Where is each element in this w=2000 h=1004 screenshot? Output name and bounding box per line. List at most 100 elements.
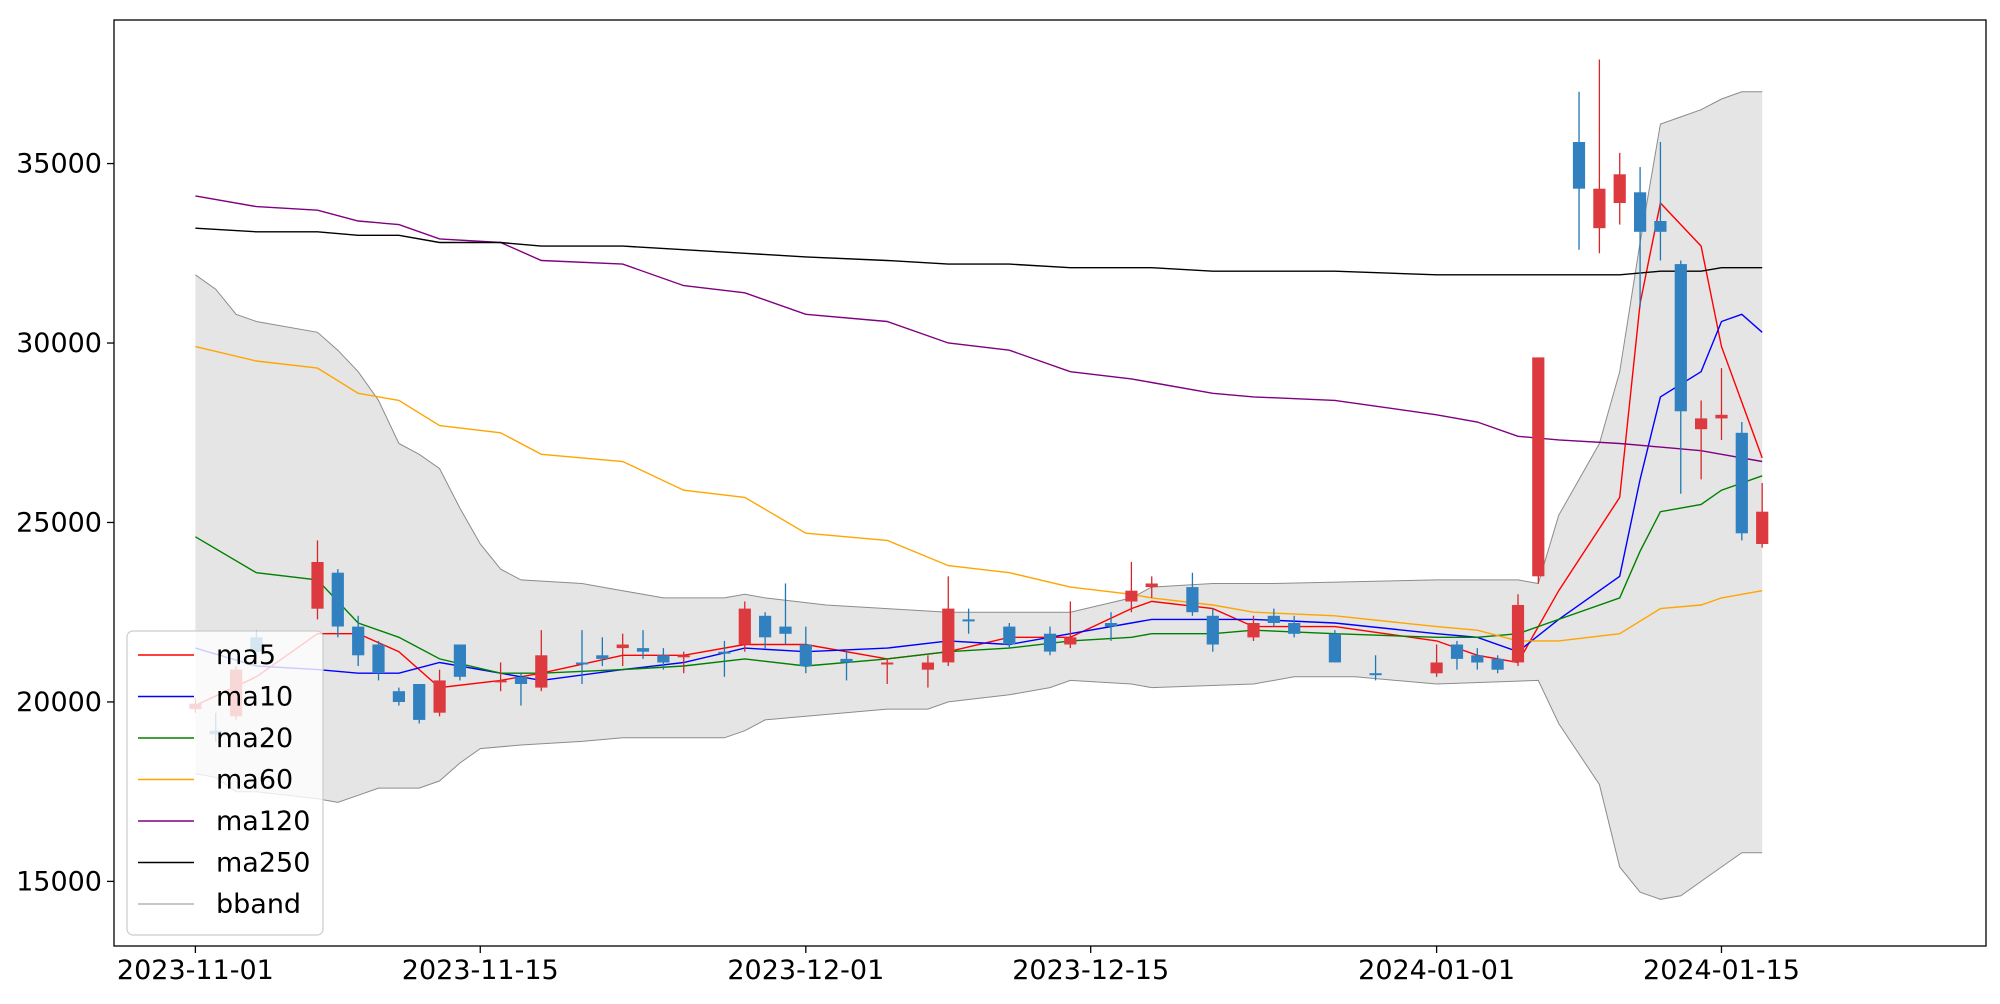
candle-body	[514, 676, 528, 684]
candle-body	[718, 651, 731, 654]
series-line-ma60	[195, 345, 1763, 642]
candle	[514, 673, 528, 706]
candle-body	[413, 684, 426, 720]
legend-label-ma5: ma5	[216, 640, 276, 671]
legend-label-ma60: ma60	[216, 765, 293, 796]
legend-box	[126, 630, 324, 936]
candle	[1267, 608, 1280, 627]
candle	[1613, 152, 1626, 225]
candle-body	[1634, 192, 1647, 232]
candle	[1003, 622, 1016, 649]
series-line-ma250	[195, 227, 1763, 276]
candle-body	[1491, 658, 1504, 670]
candle-body	[1043, 633, 1057, 652]
x-tick-label: 2023-12-01	[727, 955, 884, 986]
candle-body	[372, 644, 385, 674]
candle-body	[352, 626, 365, 656]
bollinger-band-layer	[195, 91, 1763, 900]
y-tick-label: 35000	[16, 149, 102, 180]
legend-label-ma10: ma10	[216, 682, 293, 713]
candle-body	[1247, 623, 1260, 638]
candle-body	[1206, 615, 1219, 645]
candle	[677, 651, 690, 674]
y-tick-label: 20000	[16, 687, 102, 718]
candle-body	[392, 691, 405, 702]
candle-body	[840, 658, 853, 663]
bband-lower-line	[195, 676, 1763, 900]
candle	[413, 683, 426, 724]
bband-fill	[195, 91, 1763, 900]
candle	[1593, 59, 1606, 254]
candle	[1125, 561, 1138, 613]
candle-body	[962, 619, 975, 622]
axes-layer: 15000 20000 25000 30000 35000 2023-11-01 2023-…	[16, 149, 1800, 986]
candle	[1674, 260, 1687, 494]
candle	[718, 640, 731, 677]
candle	[352, 615, 365, 667]
legend: ma5 ma10 ma20 ma60 ma120 ma250 bband	[126, 630, 324, 936]
y-tick-label: 25000	[16, 507, 102, 538]
candle	[1186, 572, 1199, 616]
candle	[1064, 601, 1077, 649]
series-line-ma10	[195, 313, 1763, 682]
candle	[840, 651, 853, 681]
candle	[575, 630, 589, 684]
candle-body	[1288, 623, 1301, 634]
candle-body	[596, 655, 609, 659]
candle-body	[779, 626, 792, 634]
candle	[942, 576, 955, 667]
candle	[1104, 612, 1118, 641]
candle	[636, 630, 650, 659]
candle	[1288, 615, 1301, 638]
candle-body	[1735, 432, 1748, 534]
candle	[1572, 91, 1586, 250]
candle-body	[1532, 357, 1545, 577]
candle-body	[759, 615, 772, 638]
candle	[453, 644, 466, 681]
candle	[596, 637, 609, 667]
candle	[1369, 655, 1382, 681]
candle-body	[1674, 264, 1687, 412]
candle	[738, 601, 751, 652]
candle	[799, 626, 812, 674]
candle	[1328, 630, 1341, 663]
candle	[392, 687, 405, 706]
candle-body	[738, 608, 751, 645]
candle-body	[1125, 590, 1138, 602]
candle-body	[636, 648, 650, 652]
candle	[1450, 640, 1464, 670]
candle-body	[1369, 673, 1382, 676]
candle	[433, 669, 446, 717]
legend-label-bband: bband	[216, 889, 301, 920]
candle	[657, 648, 670, 670]
candle-body	[1593, 188, 1606, 229]
candle	[1756, 483, 1769, 548]
candle	[1491, 655, 1504, 674]
candle	[1043, 626, 1057, 656]
candle-body	[1654, 221, 1667, 232]
candle	[311, 540, 324, 620]
candle	[1471, 648, 1484, 670]
x-tick-label: 2023-11-01	[117, 955, 274, 986]
legend-label-ma120: ma120	[216, 806, 310, 837]
candle-body	[311, 562, 324, 609]
candle	[1654, 142, 1667, 261]
candle-body	[1613, 174, 1626, 203]
candle	[1634, 167, 1647, 308]
candle	[779, 583, 792, 645]
y-tick-label: 15000	[16, 866, 102, 897]
x-tick-label: 2023-11-15	[402, 955, 559, 986]
candle-body	[1328, 633, 1341, 663]
candle	[1511, 594, 1525, 667]
y-tick-label: 30000	[16, 328, 102, 359]
legend-label-ma250: ma250	[216, 848, 310, 879]
candle-body	[433, 680, 446, 713]
candle	[1145, 576, 1158, 598]
candle	[1715, 368, 1728, 440]
candle-body	[1430, 662, 1443, 674]
candle	[921, 655, 934, 688]
candle	[1695, 400, 1708, 480]
candle	[1206, 608, 1219, 652]
candle-body	[1145, 583, 1158, 588]
